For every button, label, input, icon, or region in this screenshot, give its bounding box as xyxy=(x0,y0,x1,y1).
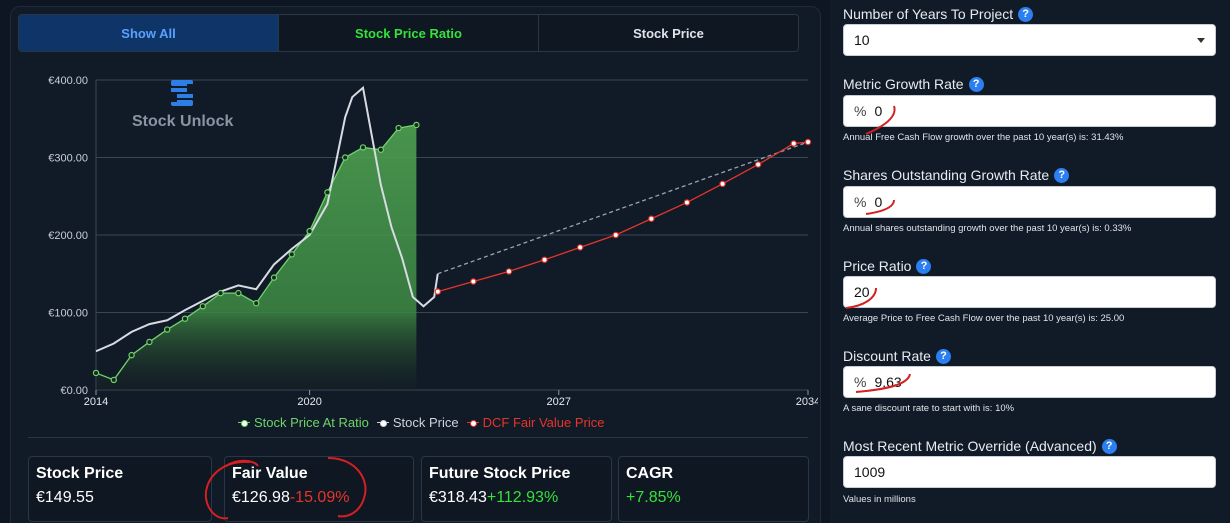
fair-value-card: Fair Value €126.98-15.09% xyxy=(224,456,414,522)
dcf-point xyxy=(648,215,655,222)
y-tick-label: €300.00 xyxy=(48,153,88,165)
override-label: Most Recent Metric Override (Advanced)? xyxy=(843,438,1117,454)
ratio-point xyxy=(413,121,420,129)
ratio-point xyxy=(217,289,224,297)
legend-price-swatch-icon xyxy=(376,419,389,427)
ratio-point xyxy=(324,189,331,196)
price-ratio-label: Price Ratio? xyxy=(843,258,932,274)
tab-show-all[interactable]: Show All xyxy=(19,15,279,51)
legend-price[interactable]: Stock Price xyxy=(376,415,459,430)
card-title: Future Stock Price xyxy=(429,465,571,482)
ratio-point xyxy=(395,124,402,132)
ratio-area xyxy=(96,124,417,390)
x-tick-label: 2020 xyxy=(297,396,321,408)
ratio-point xyxy=(306,227,313,235)
ratio-point xyxy=(359,144,367,151)
dcf-point xyxy=(505,268,513,275)
ratio-point xyxy=(181,315,189,322)
ratio-point xyxy=(199,303,206,310)
tab-stock-price-ratio[interactable]: Stock Price Ratio xyxy=(279,15,539,51)
future-stock-price-card: Future Stock Price €318.43+112.93% xyxy=(421,456,612,522)
card-value: €126.98-15.09% xyxy=(232,489,350,506)
metric-growth-label: Metric Growth Rate? xyxy=(843,76,984,92)
y-tick-label: €0.00 xyxy=(60,385,88,397)
help-icon[interactable]: ? xyxy=(968,76,984,92)
discount-rate-hint: A sane discount rate to start with is: 1… xyxy=(843,403,1015,414)
y-tick-label: €400.00 xyxy=(48,75,88,87)
chart-tabs: Show All Stock Price Ratio Stock Price xyxy=(18,14,799,52)
ratio-point xyxy=(270,274,278,281)
dcf-point xyxy=(541,256,548,263)
ratio-point xyxy=(163,326,171,333)
tab-stock-price[interactable]: Stock Price xyxy=(539,15,798,51)
legend-ratio[interactable]: Stock Price At Ratio xyxy=(238,415,369,430)
x-tick-label: 2027 xyxy=(547,396,571,408)
y-tick-label: €200.00 xyxy=(48,230,88,242)
dcf-point xyxy=(754,161,762,168)
years-label: Number of Years To Project? xyxy=(843,6,1034,22)
ratio-point xyxy=(128,351,135,359)
legend-ratio-label: Stock Price At Ratio xyxy=(254,415,369,430)
dcf-point xyxy=(576,244,584,251)
stock-price-card: Stock Price €149.55 xyxy=(28,456,212,522)
dcf-point xyxy=(612,231,619,239)
years-select[interactable]: 10 xyxy=(843,24,1216,56)
price-chart: €0.00 €100.00 €200.00 €300.00 €400.00 2014 202… xyxy=(48,75,818,408)
legend-price-label: Stock Price xyxy=(392,415,459,430)
ratio-point xyxy=(92,369,100,377)
shares-growth-hint: Annual shares outstanding growth over th… xyxy=(843,223,1132,234)
help-icon[interactable]: ? xyxy=(916,258,932,274)
x-tick-label: 2014 xyxy=(84,396,108,408)
y-tick-label: €100.00 xyxy=(48,308,88,320)
discount-rate-input[interactable]: % 9.63 xyxy=(843,366,1216,398)
price-ratio-hint: Average Price to Free Cash Flow over the… xyxy=(843,313,1125,324)
dcf-point xyxy=(790,140,797,147)
stock-price-projectionline xyxy=(437,141,809,275)
chevron-down-icon xyxy=(1197,38,1205,43)
help-icon[interactable]: ? xyxy=(1101,438,1117,454)
metric-growth-input[interactable]: % 0 xyxy=(843,95,1216,127)
cagr-card: CAGR +7.85% xyxy=(618,456,809,522)
metric-growth-hint: Annual Free Cash Flow growth over the pa… xyxy=(843,132,1124,143)
dcf-fair-value-priceline xyxy=(437,141,809,293)
shares-growth-input[interactable]: % 0 xyxy=(843,186,1216,218)
override-input[interactable]: 1009 xyxy=(843,456,1216,488)
ratio-point xyxy=(252,299,260,307)
discount-rate-label: Discount Rate? xyxy=(843,348,951,364)
dcf-point xyxy=(804,138,812,146)
override-hint: Values in millions xyxy=(843,494,916,505)
dcf-point xyxy=(683,199,691,206)
settings-panel xyxy=(830,0,1230,523)
ratio-point xyxy=(235,289,242,297)
stock-unlock-logo: Stock Unlock xyxy=(132,80,233,130)
ratio-point xyxy=(110,376,118,384)
card-value: €318.43+112.93% xyxy=(429,489,559,506)
dcf-point xyxy=(470,278,477,285)
stock-priceline xyxy=(95,85,439,353)
x-tick-label: 2034 xyxy=(796,396,818,408)
card-value: €149.55 xyxy=(36,489,94,506)
price-ratio-input[interactable]: 20 xyxy=(843,276,1216,308)
ratio-point xyxy=(146,338,153,346)
help-icon[interactable]: ? xyxy=(1054,167,1070,183)
shares-growth-label: Shares Outstanding Growth Rate? xyxy=(843,167,1070,183)
legend-dcf-label: DCF Fair Value Price xyxy=(482,415,605,430)
help-icon[interactable]: ? xyxy=(1018,6,1034,22)
card-value: +7.85% xyxy=(626,489,681,506)
legend-dcf[interactable]: DCF Fair Value Price xyxy=(466,415,605,430)
card-title: Stock Price xyxy=(36,465,124,482)
divider xyxy=(28,437,808,438)
card-title: CAGR xyxy=(626,465,674,482)
chart-legend: Stock Price At Ratio Stock Price DCF Fai… xyxy=(238,415,604,430)
ratio-point xyxy=(377,146,384,153)
help-icon[interactable]: ? xyxy=(935,348,951,364)
watermark-text: Stock Unlock xyxy=(132,113,233,130)
legend-dcf-swatch-icon xyxy=(466,419,479,427)
ratio-point xyxy=(288,251,295,258)
card-title: Fair Value xyxy=(232,465,308,482)
dcf-point xyxy=(719,180,726,188)
legend-ratio-swatch-icon xyxy=(238,419,250,427)
dcf-point xyxy=(434,288,441,295)
ratio-point xyxy=(342,154,349,161)
